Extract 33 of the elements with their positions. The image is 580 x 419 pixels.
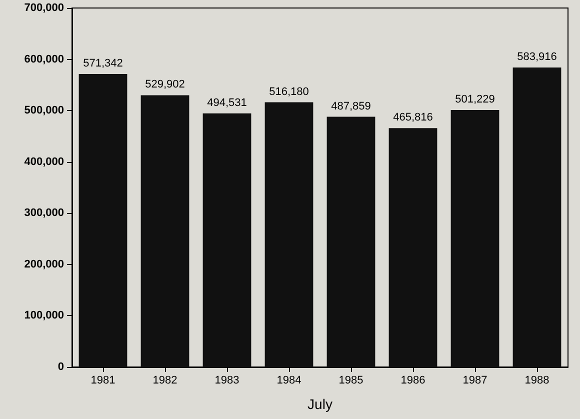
bar — [140, 95, 190, 367]
x-tick-label: 1983 — [214, 374, 240, 386]
x-tick-label: 1988 — [524, 374, 550, 386]
data-label: 529,902 — [145, 78, 185, 91]
y-tick-label: 600,000 — [24, 53, 64, 66]
y-tick-label: 200,000 — [24, 258, 64, 270]
y-tick-label: 700,000 — [24, 2, 64, 14]
data-label: 516,180 — [269, 86, 309, 98]
bar — [264, 102, 314, 367]
bar — [388, 128, 438, 367]
y-tick-label: 500,000 — [24, 104, 64, 117]
y-tick-label: 300,000 — [24, 207, 64, 220]
bar — [450, 110, 500, 367]
x-tick-label: 1982 — [152, 374, 178, 386]
y-tick-label: 0 — [58, 361, 64, 373]
data-label: 571,342 — [83, 57, 123, 70]
x-tick-label: 1987 — [462, 374, 488, 386]
bar — [78, 74, 128, 367]
x-axis-title: July — [308, 396, 332, 412]
bar — [202, 113, 252, 367]
bar — [512, 68, 562, 367]
data-label: 465,816 — [393, 112, 433, 124]
x-tick-label: 1984 — [276, 374, 302, 386]
x-tick-label: 1981 — [90, 374, 116, 386]
data-label: 501,229 — [455, 93, 495, 106]
y-tick-label: 100,000 — [24, 310, 64, 322]
bar — [326, 116, 376, 367]
y-tick-label: 400,000 — [24, 156, 64, 168]
data-label: 583,916 — [517, 51, 557, 64]
data-label: 487,859 — [331, 100, 371, 112]
x-tick-label: 1985 — [338, 374, 364, 386]
x-tick-label: 1986 — [400, 374, 426, 386]
data-label: 494,531 — [207, 96, 247, 109]
